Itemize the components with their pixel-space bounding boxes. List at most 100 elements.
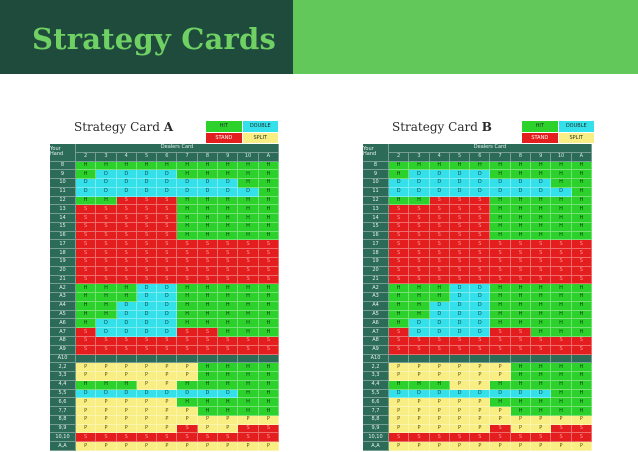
strategy-cell: H [238,231,259,241]
strategy-cell: S [551,275,572,285]
strategy-cell: H [218,301,239,311]
hand-label: 11 [363,187,389,197]
strategy-cell: S [510,258,532,267]
strategy-cell: P [136,380,158,390]
strategy-cell: H [218,205,239,215]
strategy-cell: P [571,442,592,451]
strategy-cell: S [510,240,532,250]
hand-label: 8 [363,161,389,171]
strategy-cell: H [177,301,198,311]
strategy-cell: S [76,336,97,346]
hand-label: A4 [363,301,389,311]
dealer-card-header: 9 [531,152,552,162]
strategy-cell: S [449,258,471,267]
strategy-cell: H [510,214,532,223]
strategy-cell: S [531,433,552,443]
strategy-cell: D [409,187,430,197]
strategy-cell: S [409,214,430,223]
dealer-card-header: 7 [177,152,198,162]
strategy-cell: H [238,284,259,294]
strategy-cell: H [238,170,259,180]
strategy-cell: D [116,319,137,329]
dealer-card-header: 3 [409,152,430,162]
strategy-cell: H [197,319,219,329]
strategy-cell: S [258,266,279,276]
strategy-cell: S [409,266,430,276]
strategy-cell: S [258,275,279,285]
strategy-cell: H [551,328,572,337]
strategy-cell: D [136,301,158,311]
strategy-cell: E [116,354,137,364]
strategy-cell: H [238,205,259,215]
strategy-cell: S [510,275,532,285]
strategy-cell: S [116,249,137,259]
strategy-cell: H [510,301,532,311]
strategy-cell: P [136,363,158,373]
strategy-cell: P [449,415,471,425]
strategy-cell: D [429,319,450,329]
strategy-cell: D [429,187,450,197]
strategy-cell: H [218,319,239,329]
strategy-cell: H [238,319,259,329]
hand-label: A8 [50,336,76,346]
hand-label: 20 [363,266,389,276]
strategy-cell: S [218,258,239,267]
strategy-cell: H [136,161,158,171]
strategy-cell: H [238,328,259,337]
strategy-cell: S [218,336,239,346]
strategy-cell: H [258,328,279,337]
strategy-cell: D [116,187,137,197]
hand-label: A10 [363,354,389,364]
strategy-cell: D [136,328,158,337]
strategy-cell: D [409,179,430,188]
strategy-cell: S [157,345,178,355]
strategy-cell: P [96,424,117,434]
strategy-cell: S [409,249,430,259]
strategy-cell: S [429,205,450,215]
strategy-cell: P [116,415,137,425]
strategy-cell: H [551,284,572,294]
strategy-cell: P [258,415,279,425]
strategy-cell: D [490,187,511,197]
strategy-cell: H [531,398,552,408]
strategy-cell: P [510,415,532,425]
strategy-cell: P [409,363,430,373]
strategy-cell: H [197,372,219,381]
strategy-cell: P [490,415,511,425]
strategy-cell: D [157,170,178,180]
strategy-cell: H [197,170,219,180]
strategy-cell: S [197,336,219,346]
strategy-cell: D [136,284,158,294]
strategy-cell: H [510,222,532,232]
strategy-cell: H [389,161,410,171]
strategy-cell: S [96,214,117,223]
strategy-cell: D [76,389,97,399]
strategy-cell: H [258,319,279,329]
strategy-cell: D [218,389,239,399]
strategy-cell: E [490,354,511,364]
strategy-cell: S [510,266,532,276]
strategy-cell: H [258,380,279,390]
strategy-cell: D [449,328,471,337]
strategy-cell: H [96,301,117,311]
strategy-cell: P [531,442,552,451]
strategy-cell: P [429,363,450,373]
strategy-cell: S [157,258,178,267]
strategy-cell: E [177,354,198,364]
hand-label: 16 [50,231,76,241]
strategy-cell: S [490,424,511,434]
strategy-cell: H [571,319,592,329]
strategy-cell: P [197,415,219,425]
strategy-cell: P [157,424,178,434]
strategy-cell: S [510,433,532,443]
strategy-cell: P [116,442,137,451]
strategy-cell: S [197,328,219,337]
strategy-cell: S [551,336,572,346]
card-a-title: Strategy Card A [74,120,173,134]
strategy-cell: D [531,389,552,399]
strategy-cell: H [258,293,279,302]
strategy-cell: S [197,258,219,267]
hand-label: A8 [363,336,389,346]
strategy-cell: P [389,372,410,381]
strategy-cell: D [449,389,471,399]
